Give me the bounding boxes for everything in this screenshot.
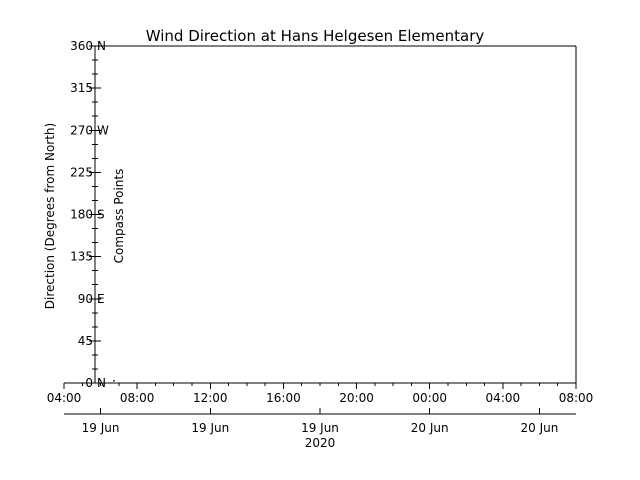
x-tick-label: 04:00 xyxy=(486,391,521,405)
date-tick-label: 19 Jun xyxy=(191,421,229,435)
year-label: 2020 xyxy=(305,436,336,450)
y-tick-label: 135 xyxy=(70,250,93,264)
x-tick-group: 04:00 08:00 12:00 16:00 20:00 00:00 04:00 08:00 xyxy=(47,383,594,405)
compass-tick-label: S xyxy=(97,208,105,222)
y-tick-group: 0 45 90 135 180 225 270 315 360 xyxy=(70,39,101,390)
y-tick-label: 180 xyxy=(70,208,93,222)
data-point xyxy=(113,380,115,382)
y-axis-label: Direction (Degrees from North) xyxy=(43,123,57,309)
x-tick-label: 08:00 xyxy=(120,391,155,405)
x-tick-label: 04:00 xyxy=(47,391,82,405)
y-tick-label: 90 xyxy=(78,292,93,306)
compass-tick-group: N E S W N xyxy=(97,39,109,390)
x-tick-label: 12:00 xyxy=(193,391,228,405)
compass-tick-label: W xyxy=(97,123,109,137)
y-tick-label: 45 xyxy=(78,334,93,348)
y-tick-label: 270 xyxy=(70,123,93,137)
compass-tick-label: E xyxy=(97,292,105,306)
compass-tick-label: N xyxy=(97,376,106,390)
y-tick-label: 360 xyxy=(70,39,93,53)
date-tick-label: 19 Jun xyxy=(301,421,339,435)
date-tick-label: 20 Jun xyxy=(411,421,449,435)
y-tick-label: 225 xyxy=(70,165,93,179)
chart-title: Wind Direction at Hans Helgesen Elementa… xyxy=(146,27,485,45)
x-tick-label: 08:00 xyxy=(559,391,594,405)
y-tick-label: 315 xyxy=(70,81,93,95)
compass-tick-label: N xyxy=(97,39,106,53)
data-point-group xyxy=(113,380,115,382)
compass-axis-label: Compass Points xyxy=(112,169,126,264)
date-tick-group: 19 Jun 19 Jun 19 Jun 20 Jun 20 Jun xyxy=(82,408,559,435)
x-tick-label: 16:00 xyxy=(266,391,301,405)
x-tick-label: 20:00 xyxy=(339,391,374,405)
date-tick-label: 20 Jun xyxy=(521,421,559,435)
x-tick-label: 00:00 xyxy=(412,391,447,405)
date-tick-label: 19 Jun xyxy=(82,421,120,435)
y-tick-label: 0 xyxy=(85,376,93,390)
